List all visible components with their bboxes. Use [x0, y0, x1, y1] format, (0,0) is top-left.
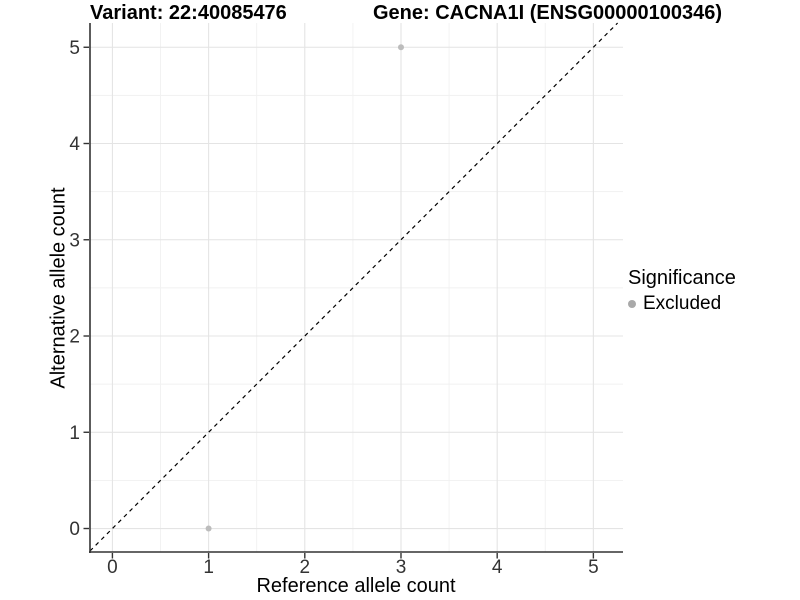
legend: Significance Excluded	[628, 267, 736, 315]
x-tick-label: 2	[300, 557, 311, 578]
x-tick-label: 0	[107, 557, 118, 578]
y-tick-label: 2	[69, 327, 80, 348]
x-tick-label: 3	[396, 557, 407, 578]
legend-item-label: Excluded	[643, 293, 722, 314]
y-tick-label: 1	[69, 423, 80, 444]
x-tick-label: 5	[588, 557, 599, 578]
x-axis-title: Reference allele count	[256, 575, 456, 597]
variant-title: Variant: 22:40085476	[90, 2, 287, 24]
legend-item-excluded: Excluded	[628, 293, 736, 315]
y-tick-label: 3	[69, 230, 80, 251]
y-tick-label: 0	[69, 519, 80, 540]
data-point	[205, 525, 212, 532]
x-tick-label: 1	[203, 557, 214, 578]
x-tick-label: 4	[492, 557, 503, 578]
legend-title: Significance	[628, 267, 736, 289]
data-point	[397, 44, 404, 51]
gene-title: Gene: CACNA1I (ENSG00000100346)	[373, 2, 723, 24]
y-tick-label: 4	[69, 134, 80, 155]
y-tick-label: 5	[69, 38, 80, 59]
y-axis-title: Alternative allele count	[47, 187, 70, 389]
identity-dashed-line	[89, 22, 619, 552]
excluded-point-icon	[628, 300, 636, 308]
